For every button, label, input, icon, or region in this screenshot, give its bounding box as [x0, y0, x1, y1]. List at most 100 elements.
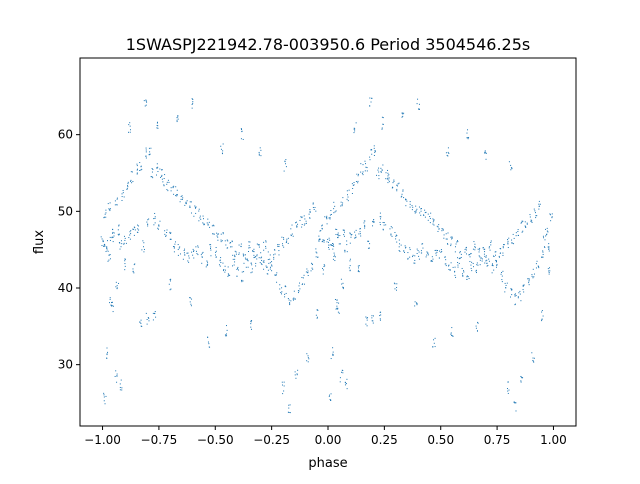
data-point: [418, 109, 420, 110]
data-point: [357, 265, 359, 267]
data-point: [485, 158, 487, 160]
data-point: [309, 211, 311, 213]
data-point: [512, 233, 514, 235]
data-point: [109, 297, 111, 299]
data-point: [483, 249, 485, 251]
data-point: [344, 382, 346, 384]
data-point: [291, 224, 293, 226]
data-point: [250, 262, 252, 264]
data-point: [316, 317, 318, 319]
data-point: [255, 265, 257, 267]
data-point: [452, 266, 454, 268]
data-point: [129, 125, 131, 127]
data-point: [169, 233, 171, 235]
data-point: [283, 238, 285, 240]
data-point: [371, 153, 373, 155]
data-point: [447, 147, 449, 149]
data-point: [172, 186, 174, 188]
data-point: [243, 271, 245, 273]
data-point: [151, 168, 153, 169]
data-point: [175, 195, 177, 197]
data-point: [353, 132, 355, 134]
data-point: [373, 145, 375, 147]
data-point: [333, 201, 335, 203]
data-point: [116, 198, 118, 200]
data-point: [289, 404, 291, 406]
data-point: [322, 269, 324, 271]
data-point: [132, 268, 134, 270]
data-point: [142, 240, 144, 242]
data-point: [130, 233, 132, 235]
data-point: [162, 181, 164, 183]
data-point: [495, 266, 497, 268]
data-point: [547, 246, 549, 248]
data-point: [426, 251, 428, 253]
data-point: [387, 177, 389, 179]
data-point: [209, 226, 211, 228]
data-point: [166, 229, 168, 231]
data-point: [173, 247, 175, 249]
data-point: [501, 272, 503, 273]
data-point: [180, 196, 182, 198]
data-point: [508, 161, 510, 163]
data-point: [328, 246, 330, 248]
data-point: [217, 236, 219, 238]
data-point: [102, 240, 104, 242]
chart-title: 1SWASPJ221942.78-003950.6 Period 3504546…: [126, 35, 531, 54]
data-point: [121, 199, 123, 201]
data-point: [348, 267, 350, 269]
data-point: [203, 223, 205, 225]
data-point: [305, 222, 307, 224]
data-point: [405, 205, 407, 207]
data-point: [104, 213, 106, 215]
data-point: [368, 240, 370, 242]
data-point: [117, 229, 119, 231]
data-point: [372, 320, 374, 322]
data-point: [105, 216, 107, 218]
data-point: [294, 298, 296, 300]
data-point: [100, 236, 102, 238]
data-point: [245, 258, 247, 260]
data-point: [307, 272, 309, 274]
data-point: [191, 98, 193, 100]
data-point: [165, 235, 167, 237]
data-point: [434, 337, 436, 339]
data-point: [520, 375, 522, 377]
data-point: [378, 167, 380, 169]
data-point: [370, 149, 372, 151]
data-point: [143, 251, 145, 253]
data-point: [478, 255, 480, 257]
data-point: [479, 256, 481, 258]
data-point: [263, 268, 265, 270]
data-point: [240, 246, 242, 248]
data-point: [522, 285, 524, 287]
data-point: [129, 122, 131, 124]
data-point: [336, 302, 338, 304]
data-point: [405, 246, 407, 248]
data-point: [349, 265, 351, 267]
data-point: [124, 258, 126, 260]
data-point: [364, 170, 366, 172]
data-point: [145, 104, 147, 106]
data-point: [288, 407, 290, 409]
data-point: [511, 167, 513, 169]
data-point: [541, 318, 543, 320]
data-point: [302, 277, 304, 279]
data-point: [148, 147, 150, 149]
data-point: [281, 236, 283, 238]
data-point: [146, 319, 148, 320]
data-point: [544, 228, 546, 230]
data-point: [265, 265, 267, 267]
data-point: [417, 98, 419, 100]
data-point: [466, 276, 468, 278]
data-point: [305, 220, 307, 222]
data-point: [332, 258, 334, 260]
data-point: [533, 273, 535, 275]
data-point: [122, 192, 124, 194]
data-point: [181, 198, 183, 200]
data-point: [114, 375, 116, 377]
data-point: [544, 239, 546, 241]
data-point: [152, 312, 154, 314]
data-point: [152, 319, 154, 321]
data-point: [367, 247, 369, 249]
